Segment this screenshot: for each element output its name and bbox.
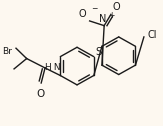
Text: O: O: [36, 89, 44, 99]
Text: H: H: [44, 64, 51, 72]
Text: O: O: [78, 9, 86, 19]
Text: N: N: [99, 14, 106, 24]
Text: +: +: [108, 11, 114, 20]
Text: Br: Br: [2, 46, 12, 56]
Text: O: O: [113, 2, 120, 12]
Text: S: S: [96, 47, 102, 57]
Text: −: −: [92, 4, 98, 13]
Text: N: N: [51, 64, 60, 72]
Text: Cl: Cl: [148, 30, 157, 40]
